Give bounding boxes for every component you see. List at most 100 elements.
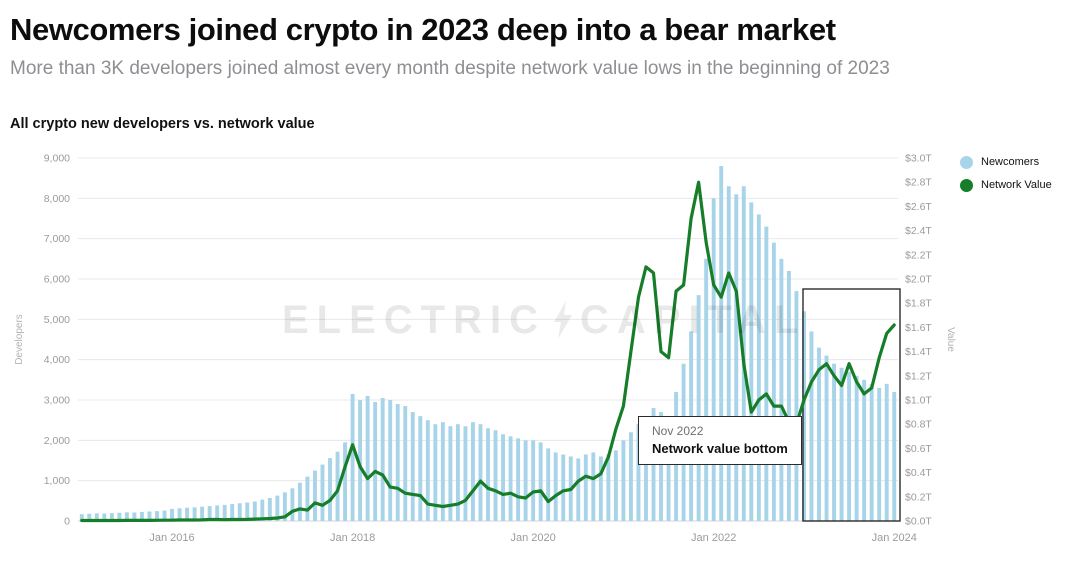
- newcomers-bar: [591, 452, 596, 521]
- newcomers-bar: [839, 367, 844, 521]
- newcomers-bar: [613, 450, 618, 521]
- chart-canvas: 0 1,000 2,000 3,000 4,000 5,000 6,000 7,000 8,00…: [14, 152, 956, 544]
- left-axis-tick: 5,000: [44, 313, 70, 325]
- newcomers-bar: [109, 512, 114, 521]
- newcomers-bar: [553, 452, 558, 521]
- newcomers-bar: [425, 419, 430, 521]
- right-axis-tick: $2.0T: [905, 273, 932, 285]
- legend-item-newcomers: Newcomers: [960, 155, 1052, 169]
- newcomers-bar: [764, 226, 769, 521]
- right-axis-tick: $1.4T: [905, 346, 932, 358]
- newcomers-bar: [666, 415, 671, 521]
- newcomers-bar: [869, 383, 874, 521]
- newcomers-bar: [809, 331, 814, 521]
- newcomers-bar: [260, 499, 265, 521]
- newcomers-bars: [79, 165, 897, 521]
- newcomers-bar: [749, 202, 754, 521]
- newcomers-bar: [471, 421, 475, 521]
- newcomers-bar: [282, 492, 287, 521]
- newcomers-bar: [365, 395, 370, 521]
- newcomers-bar: [440, 421, 445, 521]
- newcomers-bar: [87, 513, 92, 521]
- left-axis-tick: 9,000: [44, 152, 70, 164]
- newcomers-bar: [313, 470, 317, 521]
- newcomers-bar: [177, 507, 182, 521]
- newcomers-bar: [659, 411, 663, 521]
- x-axis-tick: Jan 2020: [511, 532, 556, 544]
- annotation-text: Network value bottom: [652, 440, 788, 456]
- newcomers-bar: [794, 290, 799, 521]
- newcomers-bar: [267, 497, 272, 521]
- newcomers-bar: [215, 505, 220, 521]
- newcomers-bar: [433, 423, 438, 521]
- right-axis-tick: $2.2T: [905, 249, 932, 261]
- newcomers-bar: [192, 506, 197, 521]
- newcomers-bar: [395, 403, 400, 521]
- newcomers-swatch-icon: [960, 155, 973, 169]
- newcomers-bar: [576, 458, 581, 521]
- chart-section-title: All crypto new developers vs. network va…: [10, 115, 315, 132]
- newcomers-bar: [320, 464, 325, 521]
- left-axis-tick: 4,000: [44, 354, 70, 366]
- newcomers-bar: [170, 508, 174, 521]
- newcomers-bar: [546, 448, 551, 521]
- left-axis-tick: 6,000: [44, 273, 70, 285]
- newcomers-bar: [343, 441, 348, 521]
- annotation-date: Nov 2022: [652, 423, 704, 438]
- x-axis-tick: Jan 2024: [872, 532, 917, 544]
- newcomers-bar: [455, 423, 460, 521]
- newcomers-bar: [132, 512, 137, 521]
- newcomers-bar: [486, 427, 490, 521]
- newcomers-bar: [711, 197, 716, 521]
- newcomers-bar: [155, 510, 159, 521]
- newcomers-bar: [305, 476, 310, 521]
- newcomers-bar: [606, 454, 611, 521]
- newcomers-bar: [892, 391, 897, 521]
- left-axis-tick: 7,000: [44, 233, 70, 245]
- chart-area: 0 1,000 2,000 3,000 4,000 5,000 6,000 7,000 8,00…: [10, 138, 1060, 548]
- newcomers-bar: [162, 510, 167, 521]
- annotation-box: Nov 2022 Network value bottom: [638, 415, 802, 465]
- newcomers-bar: [297, 482, 302, 521]
- newcomers-bar: [380, 397, 385, 521]
- legend: Newcomers Network Value: [960, 155, 1052, 192]
- newcomers-bar: [230, 503, 235, 521]
- newcomers-bar: [79, 513, 84, 521]
- right-axis-tick: $1.0T: [905, 394, 932, 406]
- legend-item-network-value: Network Value: [960, 178, 1052, 192]
- right-axis-tick: $0.8T: [905, 418, 932, 430]
- left-axis-tick: 0: [64, 515, 70, 527]
- newcomers-bar: [373, 401, 378, 521]
- left-axis-tick: 3,000: [44, 394, 70, 406]
- newcomers-bar: [756, 214, 761, 521]
- right-axis-tick: $0.4T: [905, 467, 932, 479]
- page-title: Newcomers joined crypto in 2023 deep int…: [10, 12, 836, 47]
- newcomers-bar: [147, 511, 152, 521]
- legend-label-network-value: Network Value: [981, 179, 1052, 192]
- newcomers-bar: [358, 399, 363, 521]
- x-axis-tick: Jan 2018: [330, 532, 375, 544]
- newcomers-bar: [328, 457, 332, 521]
- newcomers-bar: [410, 411, 415, 521]
- gridlines: 0 1,000 2,000 3,000 4,000 5,000 6,000 7,000 8,00…: [44, 152, 898, 527]
- newcomers-bar: [418, 415, 423, 521]
- newcomers-bar: [501, 433, 505, 521]
- newcomers-bar: [493, 429, 498, 521]
- newcomers-bar: [561, 454, 566, 521]
- newcomers-bar: [275, 495, 280, 521]
- newcomers-bar: [719, 165, 724, 521]
- newcomers-bar: [207, 505, 212, 521]
- right-axis-tick: $3.0T: [905, 152, 932, 164]
- newcomers-bar: [478, 423, 483, 521]
- newcomers-bar: [734, 193, 739, 521]
- network-value-line: [80, 180, 896, 522]
- newcomers-bar: [403, 405, 408, 521]
- newcomers-bar: [516, 437, 521, 521]
- newcomers-bar: [884, 383, 889, 521]
- left-axis-tick: 1,000: [44, 475, 70, 487]
- right-axis-tick: $0.0T: [905, 515, 932, 527]
- newcomers-bar: [222, 504, 227, 521]
- right-axis-ticks: $0.0T $0.2T $0.4T $0.6T $0.8T $1.0T $1.2T $1.4T…: [905, 152, 932, 527]
- newcomers-bar: [621, 439, 626, 521]
